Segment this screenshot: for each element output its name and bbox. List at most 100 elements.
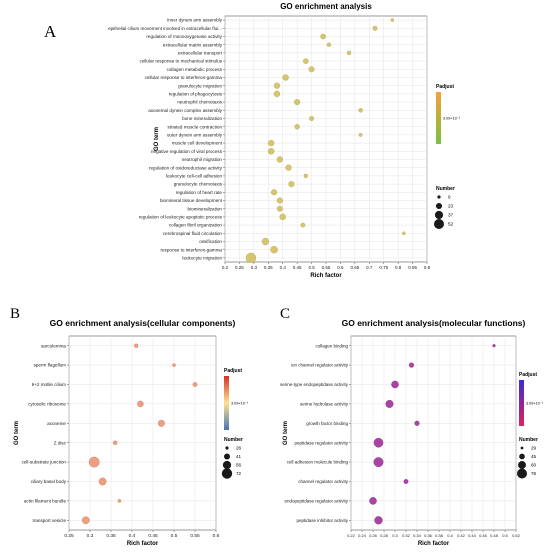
legend-size-label: 72 xyxy=(236,471,242,476)
data-point xyxy=(134,343,139,348)
x-tick-label: 0.2 xyxy=(222,265,229,270)
x-tick-label: 0.85 xyxy=(408,265,417,270)
data-point xyxy=(385,399,394,408)
data-point xyxy=(137,400,144,408)
x-tick-label: 0.5 xyxy=(502,533,508,538)
y-category-label: collagen fibril organization xyxy=(169,223,223,228)
y-category-label: growth factor binding xyxy=(306,421,348,426)
x-tick-label: 0.44 xyxy=(468,533,477,538)
y-category-label: muscle cell development xyxy=(172,141,223,146)
x-tick-label: 0.75 xyxy=(379,265,388,270)
data-point xyxy=(282,74,289,81)
x-tick-label: 0.7 xyxy=(366,265,373,270)
legend-color-bar xyxy=(224,376,229,430)
plot-area xyxy=(68,335,217,531)
legend-size-dot xyxy=(221,468,233,479)
data-point xyxy=(326,42,332,47)
x-tick-label: 0.24 xyxy=(358,533,367,538)
y-category-label: striated muscle contraction xyxy=(167,124,222,129)
x-tick-label: 0.6 xyxy=(337,265,344,270)
panel-label-c: C xyxy=(280,306,290,322)
x-tick-label: 0.4 xyxy=(447,533,453,538)
y-category-label: leukocyte cell-cell adhesion xyxy=(166,174,222,179)
chart-title: GO enrichment analysis(molecular functio… xyxy=(342,318,526,328)
data-point xyxy=(346,50,352,56)
x-tick-label: 0.32 xyxy=(402,533,411,538)
y-category-label: biomineral tissue development xyxy=(160,198,223,203)
legend-size-label: 56 xyxy=(236,463,242,468)
data-point xyxy=(414,420,420,426)
data-point xyxy=(268,139,275,147)
y-category-label: regulation of oxidoreductase activity xyxy=(149,165,223,170)
data-point xyxy=(373,457,384,468)
data-point xyxy=(288,181,295,188)
data-point xyxy=(303,173,308,179)
x-tick-label: 0.65 xyxy=(350,265,359,270)
legend-padj-tick: 3.09×10⁻¹ xyxy=(231,402,249,406)
y-axis-title: GO term xyxy=(14,421,20,445)
chart-panel-a: GO enrichment analysis 0.2 0.25 0.3 0.35 0.4 0… xyxy=(108,2,461,279)
y-category-label: peptidase inhibitor activity xyxy=(296,518,348,523)
legend-size-label: 52 xyxy=(448,222,454,227)
y-category-label: endopeptidase regulator activity xyxy=(284,499,348,504)
data-point xyxy=(403,479,409,484)
data-point xyxy=(261,237,269,246)
chart-panel-c: GO enrichment analysis(molecular functio… xyxy=(280,318,544,547)
legend-size-label: 29 xyxy=(531,446,537,451)
x-tick-label: 0.4 xyxy=(129,533,136,539)
y-category-label: ciliary basal body xyxy=(31,479,67,484)
x-tick-label: 0.26 xyxy=(369,533,378,538)
legend-size-label: 41 xyxy=(236,454,242,459)
x-axis-title: Rich factor xyxy=(127,541,159,547)
data-point xyxy=(285,164,292,171)
y-category-label: leukocyte migration xyxy=(182,256,222,261)
x-tick-label: 0.5 xyxy=(171,533,178,539)
x-tick-label: 0.55 xyxy=(190,533,200,539)
x-tick-label: 0.45 xyxy=(148,533,158,539)
data-point xyxy=(369,497,377,505)
chart-title: GO enrichment analysis xyxy=(280,2,372,11)
y-category-label: collagen binding xyxy=(315,343,348,348)
legend-size-label: 45 xyxy=(531,454,537,459)
y-category-label: epithelial cilium movement involved in e… xyxy=(108,26,222,31)
y-category-label: sperm flagellum xyxy=(34,363,67,368)
y-axis-title: GO term xyxy=(283,421,289,445)
chart-panel-b: GO enrichment analysis(cellular componen… xyxy=(14,318,249,547)
y-category-label: cellular response to interferon-gamma xyxy=(145,75,223,80)
legend-size-dot xyxy=(519,453,525,460)
y-category-label: sarcolemma xyxy=(41,343,66,348)
data-point xyxy=(391,380,399,389)
data-point xyxy=(402,231,406,236)
legend-size-dot xyxy=(225,446,229,450)
y-category-label: axoneme xyxy=(47,421,66,426)
data-point xyxy=(172,363,176,367)
legend-padj-title: Padjust xyxy=(224,368,242,374)
data-point xyxy=(98,477,107,486)
y-category-label: extracellular matrix assembly xyxy=(163,42,223,47)
data-point xyxy=(303,58,309,64)
chart-title: GO enrichment analysis(cellular componen… xyxy=(50,318,236,328)
legend-padj-title: Padjust xyxy=(436,84,454,90)
data-point xyxy=(271,189,278,196)
y-category-label: granulocyte migration xyxy=(178,83,222,88)
y-category-label: outer dynein arm assembly xyxy=(167,133,223,138)
data-point xyxy=(309,116,315,121)
x-tick-label: 0.34 xyxy=(413,533,422,538)
y-category-label: regulation of phagocytosis xyxy=(169,92,223,97)
data-point xyxy=(276,156,283,163)
data-point xyxy=(157,419,165,427)
legend-size-label: 9 xyxy=(448,195,451,200)
y-category-label: regulation of monooxygenase activity xyxy=(146,34,222,39)
x-tick-label: 0.52 xyxy=(512,533,521,538)
data-point xyxy=(374,516,383,525)
x-tick-label: 0.35 xyxy=(106,533,116,539)
y-category-label: negative regulation of viral process xyxy=(151,149,223,154)
x-tick-label: 0.42 xyxy=(457,533,466,538)
y-category-label: regulation of leukocyte apoptotic proces… xyxy=(139,215,223,220)
x-tick-label: 0.3 xyxy=(251,265,258,270)
legend-size-label: 60 xyxy=(531,463,537,468)
x-tick-label: 0.22 xyxy=(347,533,356,538)
legend-size-dot xyxy=(222,460,232,470)
data-point xyxy=(294,99,301,106)
data-point xyxy=(358,108,363,113)
